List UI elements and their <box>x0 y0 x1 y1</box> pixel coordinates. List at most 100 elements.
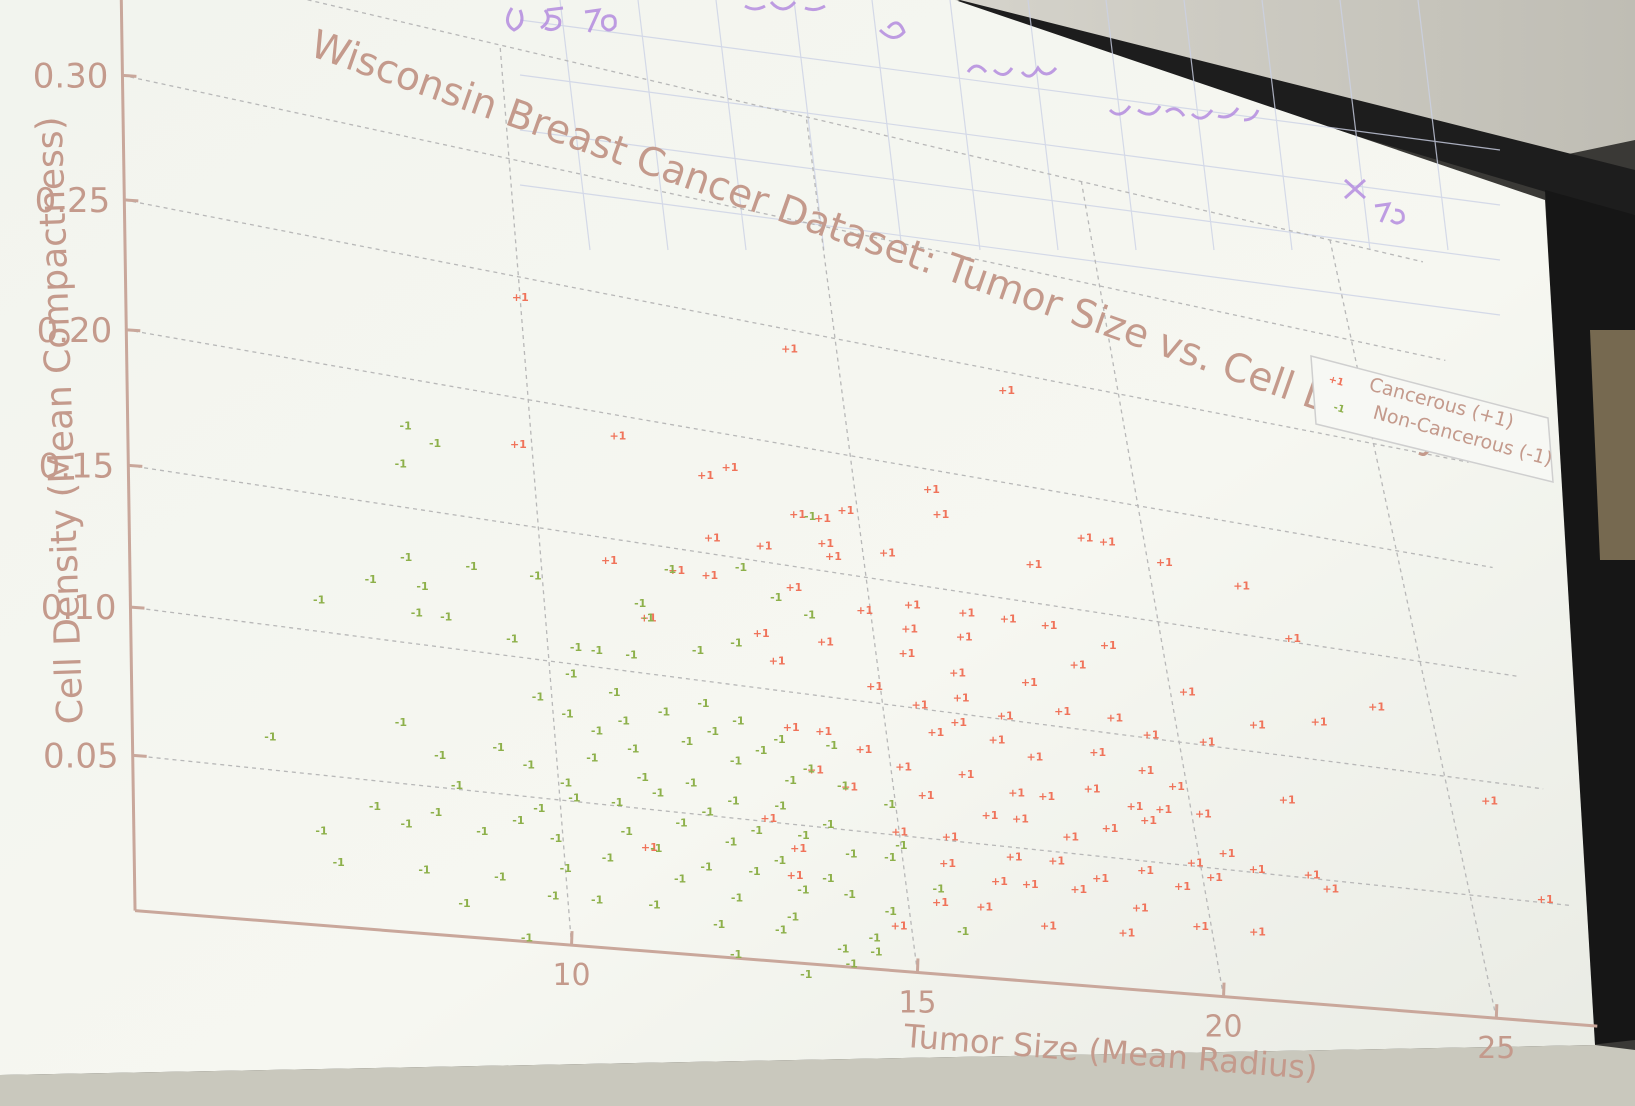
non-cancerous-point: -1 <box>933 883 945 896</box>
non-cancerous-point: -1 <box>681 735 693 748</box>
non-cancerous-point: -1 <box>533 802 545 815</box>
data-points: +1 +1 +1 +1 +1 +1 +1 +1 +1 +1 +1 +1 +1 +1 +1 +1 +1 +1 +1 +1… <box>264 291 1553 981</box>
non-cancerous-point: -1 <box>492 741 504 754</box>
non-cancerous-point: -1 <box>770 591 782 604</box>
non-cancerous-point: -1 <box>512 814 524 827</box>
non-cancerous-point: -1 <box>869 931 881 944</box>
non-cancerous-point: -1 <box>730 948 742 961</box>
cancerous-point: +1 <box>787 869 804 882</box>
cancerous-point: +1 <box>837 504 854 517</box>
non-cancerous-point: -1 <box>674 872 686 885</box>
cancerous-point: +1 <box>753 627 770 640</box>
non-cancerous-point: -1 <box>547 890 559 903</box>
cancerous-point: +1 <box>807 763 824 776</box>
non-cancerous-point: -1 <box>264 730 276 743</box>
y-tick-labels: 0.050.100.150.200.250.300.35 <box>33 56 119 776</box>
y-tick-label: 0.15 <box>39 446 115 486</box>
non-cancerous-point: -1 <box>787 910 799 923</box>
cancerous-point: +1 <box>785 581 802 594</box>
cancerous-point: +1 <box>1084 782 1101 795</box>
whiteboard-grid-line <box>1027 0 1059 251</box>
non-cancerous-point: -1 <box>730 754 742 767</box>
non-cancerous-point: -1 <box>434 749 446 762</box>
cancerous-point: +1 <box>1143 728 1160 741</box>
non-cancerous-point: -1 <box>591 893 603 906</box>
non-cancerous-point: -1 <box>416 580 428 593</box>
cancerous-point: +1 <box>949 666 966 679</box>
whiteboard-grid-line <box>1105 0 1137 251</box>
non-cancerous-point: -1 <box>845 847 857 860</box>
x-tick-mark <box>1494 1004 1499 1019</box>
cancerous-point: +1 <box>866 680 883 693</box>
non-cancerous-point: -1 <box>611 796 623 809</box>
non-cancerous-point: -1 <box>713 918 725 931</box>
non-cancerous-point: -1 <box>315 824 327 837</box>
cancerous-point: +1 <box>950 716 967 729</box>
cancerous-point: +1 <box>1026 751 1043 764</box>
non-cancerous-point: -1 <box>506 633 518 646</box>
cancerous-point: +1 <box>1481 795 1498 808</box>
non-cancerous-point: -1 <box>608 686 620 699</box>
cancerous-point: +1 <box>609 430 626 443</box>
y-tick-label: 0.05 <box>43 736 119 776</box>
cancerous-point: +1 <box>817 537 834 550</box>
cancerous-point: +1 <box>640 611 657 624</box>
non-cancerous-point: -1 <box>804 608 816 621</box>
cancerous-point: +1 <box>1137 764 1154 777</box>
cancerous-point: +1 <box>1025 558 1042 571</box>
non-cancerous-point: -1 <box>885 905 897 918</box>
non-cancerous-point: -1 <box>803 763 815 776</box>
y-tick-mark <box>122 73 137 78</box>
x-tick-labels: 10 15 20 25 <box>552 958 1515 1066</box>
cancerous-point: +1 <box>1137 864 1154 877</box>
cancerous-point: +1 <box>932 508 949 521</box>
whiteboard-grid-line <box>1339 0 1371 251</box>
non-cancerous-point: -1 <box>884 798 896 811</box>
cancerous-point: +1 <box>918 789 935 802</box>
projection-screen <box>0 0 1595 1075</box>
non-cancerous-point: -1 <box>775 923 787 936</box>
cancerous-point: +1 <box>1100 639 1117 652</box>
y-tick-label: 0.25 <box>35 181 111 221</box>
non-cancerous-point: -1 <box>568 792 580 805</box>
non-cancerous-point: -1 <box>751 824 763 837</box>
non-cancerous-point: -1 <box>702 805 714 818</box>
cancerous-point: +1 <box>512 291 529 304</box>
legend-marker-cancerous: +1 <box>1327 374 1345 389</box>
cancerous-point: +1 <box>697 469 714 482</box>
cancerous-point: +1 <box>1127 800 1144 813</box>
cancerous-point: +1 <box>1218 847 1235 860</box>
whiteboard-grid-line <box>1261 0 1293 251</box>
cancerous-point: +1 <box>1099 535 1116 548</box>
non-cancerous-point: -1 <box>550 832 562 845</box>
cancerous-point: +1 <box>1284 632 1301 645</box>
y-gridline <box>122 74 1446 362</box>
whiteboard-grid-line <box>1183 0 1215 251</box>
cancerous-point: +1 <box>1206 871 1223 884</box>
non-cancerous-point: -1 <box>400 551 412 564</box>
cancerous-point: +1 <box>1279 793 1296 806</box>
cancerous-point: +1 <box>1537 893 1554 906</box>
y-gridline <box>132 754 1570 907</box>
cancerous-point: +1 <box>1249 925 1266 938</box>
plot-axes <box>119 0 1598 1028</box>
non-cancerous-point: -1 <box>560 777 572 790</box>
y-gridline <box>128 464 1518 677</box>
cancerous-point: +1 <box>898 647 915 660</box>
cancerous-point: +1 <box>989 734 1006 747</box>
non-cancerous-point: -1 <box>822 818 834 831</box>
x-tick-label: 15 <box>898 985 936 1020</box>
non-cancerous-point: -1 <box>798 829 810 842</box>
non-cancerous-point: -1 <box>625 648 637 661</box>
non-cancerous-point: -1 <box>730 636 742 649</box>
cancerous-point: +1 <box>976 900 993 913</box>
non-cancerous-point: -1 <box>561 708 573 721</box>
non-cancerous-point: -1 <box>529 569 541 582</box>
cancerous-point: +1 <box>1304 869 1321 882</box>
non-cancerous-point: -1 <box>755 744 767 757</box>
cancerous-point: +1 <box>932 896 949 909</box>
cancerous-point: +1 <box>891 825 908 838</box>
non-cancerous-point: -1 <box>664 563 676 576</box>
non-cancerous-point: -1 <box>395 457 407 470</box>
